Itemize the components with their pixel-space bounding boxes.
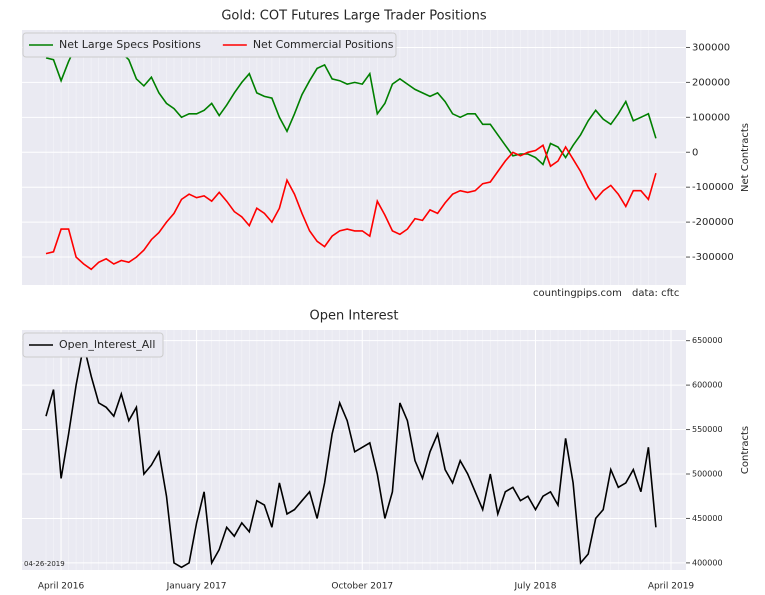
y-tick-label: 500000 <box>692 470 723 479</box>
x-tick-label: July 2018 <box>513 582 556 592</box>
legend-box <box>22 332 164 358</box>
y-tick-label: -200000 <box>692 217 734 228</box>
y-tick-label: 450000 <box>692 514 723 523</box>
y-tick-label: 550000 <box>692 425 723 434</box>
y-tick-label: 200000 <box>692 77 730 88</box>
annotation: data: cftc <box>632 288 679 299</box>
y-tick-label: 0 <box>692 147 698 158</box>
annotation: countingpips.com <box>533 288 622 299</box>
y-tick-label: 600000 <box>692 381 723 390</box>
y-tick-label: 100000 <box>692 112 730 123</box>
series-line <box>45 144 657 271</box>
annotation: 04-26-2019 <box>24 560 65 568</box>
y-axis-label: Net Contracts <box>740 123 751 192</box>
y-tick-label: 650000 <box>692 336 723 345</box>
x-tick-label: October 2017 <box>331 582 393 592</box>
x-tick-label: April 2019 <box>648 582 695 592</box>
series-line <box>45 344 657 569</box>
plot-area <box>22 30 686 285</box>
x-tick-label: April 2016 <box>38 582 85 592</box>
series-line <box>45 44 657 166</box>
legend-label: Open_Interest_All <box>59 338 155 351</box>
chart-title: Open Interest <box>310 309 399 324</box>
legend-label: Net Large Specs Positions <box>59 38 201 51</box>
chart-title: Gold: COT Futures Large Trader Positions <box>221 9 486 24</box>
y-tick-label: -300000 <box>692 252 734 263</box>
y-axis-label: Contracts <box>740 426 751 474</box>
legend-label: Net Commercial Positions <box>253 38 394 51</box>
y-tick-label: -100000 <box>692 182 734 193</box>
y-tick-label: 400000 <box>692 558 723 567</box>
y-tick-label: 300000 <box>692 42 730 53</box>
x-tick-label: January 2017 <box>166 582 227 592</box>
legend-box <box>22 32 397 58</box>
